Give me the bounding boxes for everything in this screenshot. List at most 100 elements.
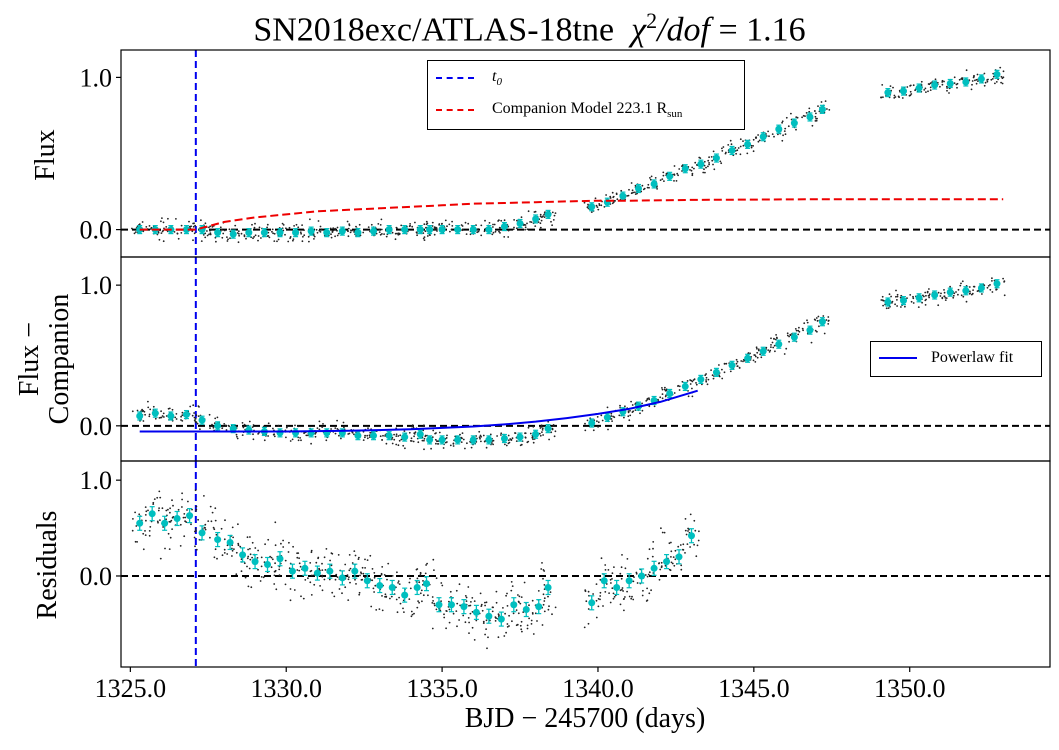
- raw-point: [431, 596, 434, 598]
- raw-point: [493, 223, 496, 226]
- raw-point: [673, 165, 676, 167]
- binned-point: [198, 416, 206, 424]
- binned-point: [931, 81, 939, 89]
- raw-point: [461, 432, 464, 434]
- raw-point: [194, 224, 197, 227]
- binned-point: [728, 361, 736, 369]
- raw-point: [596, 420, 598, 423]
- raw-point: [518, 595, 521, 598]
- raw-point: [216, 557, 218, 560]
- raw-point: [604, 569, 607, 571]
- raw-point: [430, 447, 432, 450]
- raw-point: [882, 96, 884, 99]
- raw-point: [318, 428, 321, 431]
- raw-point: [451, 225, 454, 227]
- companion-model-line: [139, 198, 1004, 231]
- raw-point: [398, 233, 401, 236]
- raw-point: [619, 603, 622, 606]
- raw-point: [374, 584, 377, 587]
- raw-point: [182, 516, 185, 519]
- raw-point: [358, 556, 360, 559]
- xtick-label: 1350.0: [874, 674, 946, 703]
- raw-point: [194, 510, 197, 512]
- raw-point: [309, 218, 311, 221]
- raw-point: [609, 195, 612, 198]
- binned-point: [401, 226, 409, 234]
- raw-point: [289, 440, 292, 442]
- raw-point: [211, 423, 213, 426]
- raw-point: [465, 600, 468, 602]
- raw-point: [391, 442, 394, 445]
- raw-point: [144, 413, 147, 416]
- raw-point: [168, 520, 171, 523]
- raw-point: [650, 175, 653, 178]
- raw-point: [946, 85, 948, 88]
- raw-point: [446, 434, 448, 437]
- raw-point: [404, 447, 406, 450]
- raw-point: [347, 433, 350, 435]
- raw-point: [221, 236, 224, 239]
- raw-point: [173, 231, 176, 233]
- raw-point: [754, 355, 757, 358]
- raw-point: [659, 179, 662, 182]
- raw-point: [656, 188, 658, 190]
- raw-point: [444, 441, 447, 444]
- raw-point: [432, 600, 434, 602]
- raw-point: [958, 78, 961, 81]
- binned-point: [485, 436, 493, 444]
- raw-point: [284, 559, 287, 562]
- raw-point: [434, 438, 437, 441]
- raw-point: [334, 427, 337, 429]
- raw-point: [311, 574, 313, 577]
- raw-point: [1000, 75, 1003, 78]
- raw-point: [644, 574, 647, 576]
- raw-point: [917, 306, 920, 308]
- raw-point: [515, 609, 518, 611]
- raw-point: [678, 385, 681, 388]
- raw-point: [512, 228, 515, 231]
- raw-point: [331, 230, 334, 233]
- raw-point: [880, 96, 882, 99]
- raw-point: [437, 443, 439, 445]
- raw-point: [808, 107, 811, 110]
- raw-point: [236, 435, 238, 438]
- raw-point: [325, 548, 328, 550]
- raw-point: [912, 295, 914, 298]
- binned-point: [712, 154, 720, 162]
- raw-point: [599, 591, 602, 594]
- binned-point: [613, 583, 621, 591]
- raw-point: [274, 521, 277, 524]
- raw-point: [480, 234, 483, 237]
- raw-point: [926, 291, 929, 294]
- binned-point: [151, 409, 159, 417]
- raw-point: [553, 435, 556, 438]
- raw-point: [409, 440, 412, 442]
- raw-point: [894, 303, 896, 306]
- xtick-label: 1340.0: [562, 674, 634, 703]
- binned-point: [977, 284, 985, 292]
- raw-point: [526, 228, 529, 231]
- ylabel-flux: Flux: [30, 129, 61, 181]
- raw-point: [273, 240, 276, 243]
- raw-point: [424, 230, 427, 233]
- raw-point: [464, 595, 467, 597]
- raw-point: [400, 438, 403, 441]
- raw-point: [537, 590, 540, 592]
- raw-point: [180, 415, 183, 418]
- raw-point: [284, 583, 287, 586]
- raw-point: [661, 178, 664, 181]
- raw-point: [828, 109, 831, 111]
- raw-point: [136, 541, 139, 543]
- raw-point: [492, 231, 495, 234]
- raw-point: [332, 227, 335, 230]
- binned-point: [370, 227, 378, 235]
- chart-title-value: = 1.16: [718, 11, 806, 49]
- ytick-label-flux-minus-companion: 0.0: [80, 412, 113, 441]
- raw-point: [223, 552, 226, 554]
- raw-point: [214, 507, 217, 510]
- raw-point: [976, 290, 979, 292]
- binned-point: [619, 192, 627, 200]
- raw-point: [513, 226, 515, 229]
- raw-point: [539, 213, 542, 216]
- raw-point: [434, 432, 436, 435]
